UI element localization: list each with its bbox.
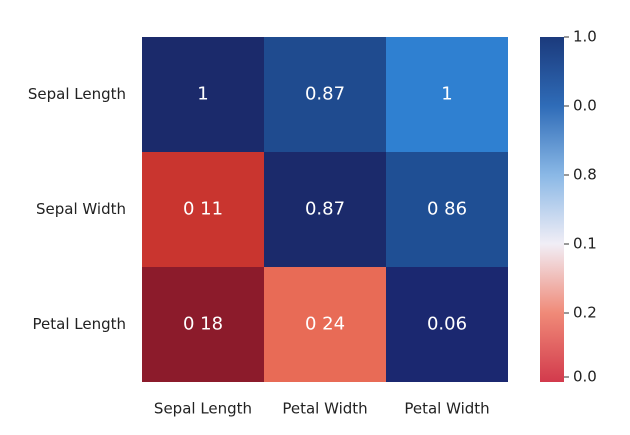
colorbar-tick-label: 0.0	[573, 97, 597, 115]
x-tick-label: Petal Width	[282, 400, 367, 418]
cell-label: 0.06	[427, 314, 467, 335]
colorbar-tick-label: 0.0	[573, 368, 597, 386]
heatmap-cell	[264, 37, 386, 152]
cell-label: 1	[441, 84, 452, 105]
heatmap-cell	[142, 267, 264, 382]
colorbar-tick-label: 1.0	[573, 28, 597, 46]
cell-label: 0 86	[427, 199, 467, 220]
cell-label: 1	[197, 84, 208, 105]
colorbar-tick-label: 0.1	[573, 235, 597, 253]
y-tick-label: Sepal Length	[28, 85, 126, 103]
heatmap-cell	[264, 267, 386, 382]
heatmap-cell	[386, 152, 508, 267]
colorbar-tick-label: 0.8	[573, 166, 597, 184]
colorbar-tick-label: 0.2	[573, 304, 597, 322]
heatmap-cell	[264, 152, 386, 267]
x-tick-label: Petal Width	[404, 400, 489, 418]
cell-label: 0.87	[305, 84, 345, 105]
y-tick-label: Sepal Width	[36, 200, 126, 218]
cell-label: 0.87	[305, 199, 345, 220]
cell-label: 0 11	[183, 199, 223, 220]
cell-label: 0 24	[305, 314, 345, 335]
x-tick-label: Sepal Length	[154, 400, 252, 418]
cell-label: 0 18	[183, 314, 223, 335]
colorbar	[540, 37, 564, 382]
y-tick-label: Petal Length	[33, 315, 127, 333]
heatmap-cell	[142, 37, 264, 152]
heatmap-cell	[386, 267, 508, 382]
heatmap-cell	[142, 152, 264, 267]
heatmap-cell	[386, 37, 508, 152]
